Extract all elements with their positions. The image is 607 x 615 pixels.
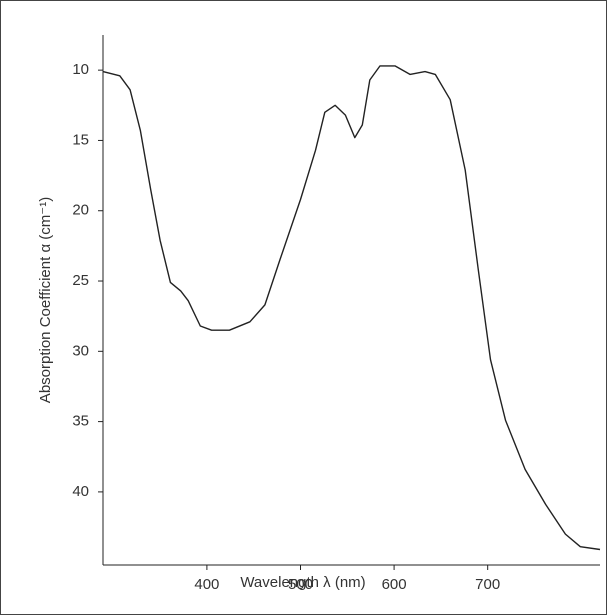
y-axis-label: Absorption Coefficient α (cm⁻¹) [37,197,54,403]
x-tick-label: 700 [475,576,500,593]
x-axis-label: Wavelength λ (nm) [240,574,365,591]
y-tick-label: 20 [72,202,89,219]
curve [102,65,601,551]
y-tick-label: 35 [72,413,89,430]
x-tick-label: 400 [194,576,219,593]
x-tick-label: 500 [288,576,313,593]
y-tick-label: 30 [72,342,89,359]
x-tick-label: 600 [382,576,407,593]
y-tick-label: 25 [72,272,89,289]
y-tick-label: 15 [72,131,89,148]
y-tick-label: 10 [72,61,89,78]
y-tick-label: 40 [72,483,89,500]
